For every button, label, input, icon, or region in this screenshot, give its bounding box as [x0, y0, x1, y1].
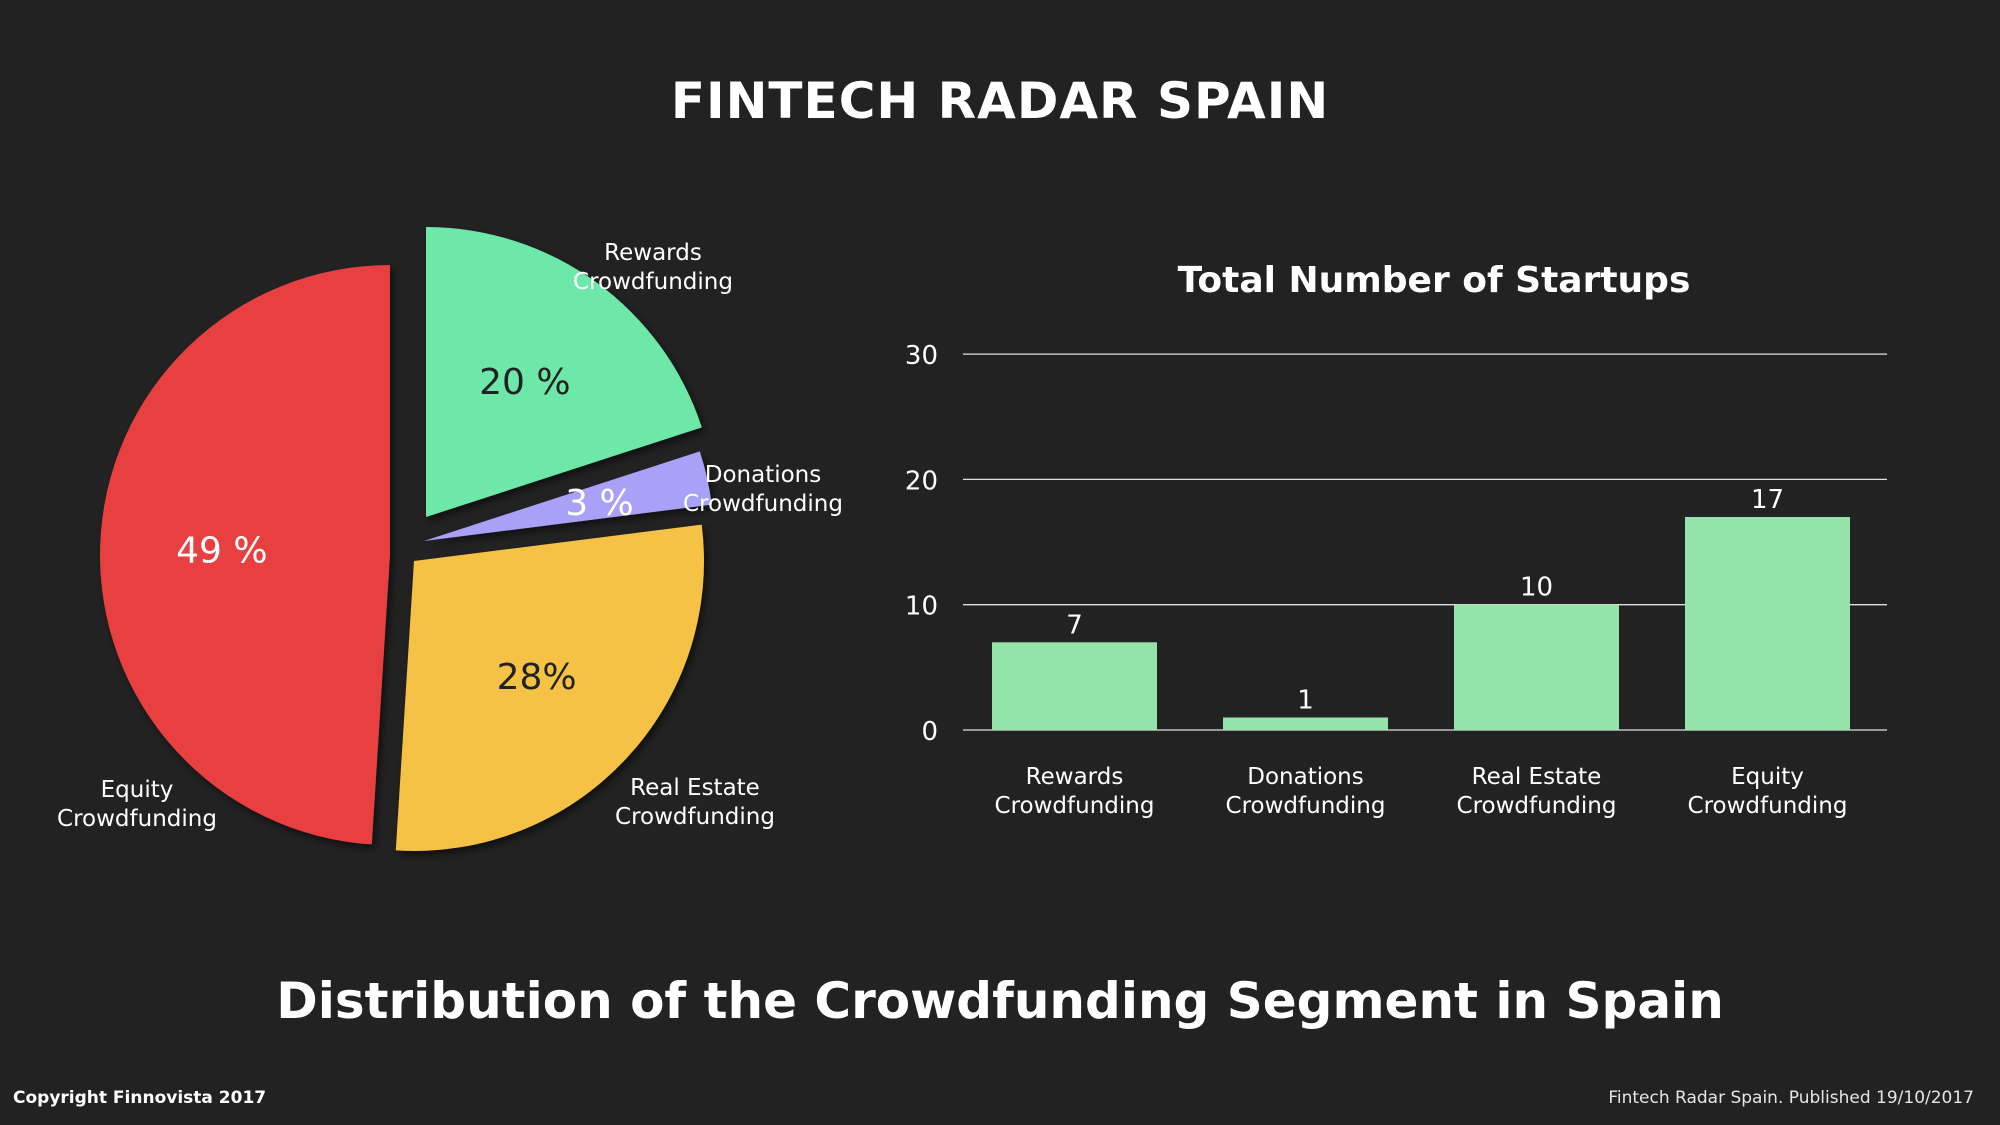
- y-tick-label: 20: [905, 466, 938, 496]
- chart-subtitle: Distribution of the Crowdfunding Segment…: [276, 972, 1724, 1030]
- bar: [1223, 717, 1388, 730]
- pie-percent-label: 3 %: [565, 483, 634, 524]
- x-category-label: Donations Crowdfunding: [1226, 764, 1386, 819]
- pie-percent-label: 28%: [497, 657, 577, 698]
- bar-value-label: 17: [1751, 485, 1784, 515]
- bar-value-label: 1: [1297, 685, 1314, 715]
- pie-slice-4: [100, 265, 390, 845]
- pie-slice-1: [426, 227, 702, 517]
- pie-chart: 20 % Rewards Crowdfunding 3 % Donations Crowd…: [57, 227, 843, 851]
- copyright-text: Copyright Finnovista 2017: [13, 1088, 267, 1108]
- bar-value-label: 7: [1066, 610, 1083, 640]
- y-tick-label: 10: [905, 592, 938, 622]
- y-tick-label: 0: [921, 717, 938, 747]
- pie-category-label: Donations Crowdfunding: [683, 462, 843, 517]
- x-category-label: Real Estate Crowdfunding: [1457, 764, 1617, 819]
- pie-category-label: Equity Crowdfunding: [57, 777, 217, 832]
- pie-percent-label: 49 %: [176, 531, 267, 572]
- bar: [1454, 604, 1619, 730]
- x-category-label: Equity Crowdfunding: [1688, 764, 1848, 819]
- x-category-label: Rewards Crowdfunding: [995, 764, 1155, 819]
- published-text: Fintech Radar Spain. Published 19/10/201…: [1608, 1088, 1974, 1108]
- y-tick-label: 30: [905, 341, 938, 371]
- bar: [1685, 516, 1850, 730]
- pie-category-label: Rewards Crowdfunding: [573, 240, 733, 295]
- bar-chart: Total Number of Startups 0 10 20 30 7 Rewards C…: [905, 260, 1887, 819]
- bar: [992, 642, 1157, 730]
- pie-category-label: Real Estate Crowdfunding: [615, 775, 775, 830]
- bar-value-label: 10: [1520, 573, 1553, 603]
- page-title: FINTECH RADAR SPAIN: [670, 72, 1330, 130]
- bar-chart-title: Total Number of Startups: [1178, 260, 1691, 301]
- pie-percent-label: 20 %: [479, 362, 570, 403]
- pie-slice-2: [424, 451, 712, 541]
- pie-slice-3: [395, 524, 704, 851]
